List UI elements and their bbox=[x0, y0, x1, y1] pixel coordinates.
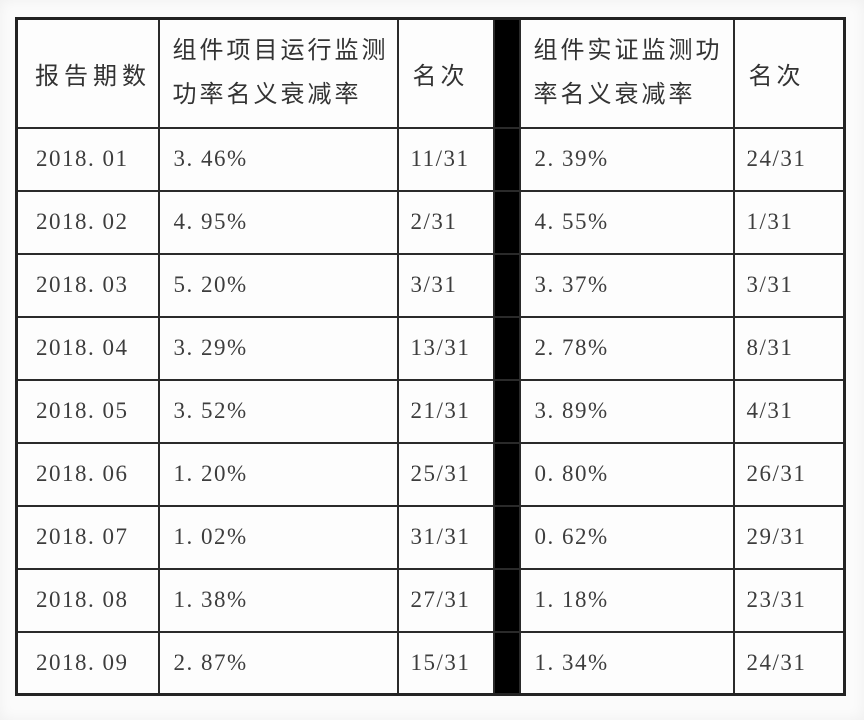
empirical-rate-cell: 1. 34% bbox=[518, 630, 735, 696]
empirical-rate-cell: 0. 80% bbox=[518, 441, 735, 507]
operation-rank-cell: 15/31 bbox=[396, 630, 495, 696]
empirical-rank-cell: 29/31 bbox=[732, 504, 846, 570]
table-row: 2018. 02 4. 95% 2/31 4. 55% 1/31 bbox=[15, 189, 846, 255]
divider-bar bbox=[492, 252, 521, 318]
empirical-rate-cell: 4. 55% bbox=[518, 189, 735, 255]
empirical-rate-cell: 1. 18% bbox=[518, 567, 735, 633]
table-row: 2018. 09 2. 87% 15/31 1. 34% 24/31 bbox=[15, 630, 846, 696]
period-cell: 2018. 01 bbox=[15, 126, 160, 192]
operation-rank-cell: 31/31 bbox=[396, 504, 495, 570]
header-empirical-rate-line1: 组件实证监测功 bbox=[533, 38, 723, 65]
table-row: 2018. 04 3. 29% 13/31 2. 78% 8/31 bbox=[15, 315, 846, 381]
operation-rank-cell: 27/31 bbox=[396, 567, 495, 633]
period-cell: 2018. 03 bbox=[15, 252, 160, 318]
empirical-rank-cell: 8/31 bbox=[732, 315, 846, 381]
header-row: 报告期数 组件项目运行监测 功率名义衰减率 名次 组件实证监测功 率名义衰减率 … bbox=[15, 17, 846, 129]
header-empirical-rate-line2: 率名义衰减率 bbox=[533, 82, 696, 109]
empirical-rank-cell: 1/31 bbox=[732, 189, 846, 255]
period-cell: 2018. 02 bbox=[15, 189, 160, 255]
operation-rate-cell: 4. 95% bbox=[157, 189, 399, 255]
period-cell: 2018. 08 bbox=[15, 567, 160, 633]
empirical-rate-cell: 3. 37% bbox=[518, 252, 735, 318]
empirical-rank-cell: 24/31 bbox=[732, 630, 846, 696]
table-row: 2018. 03 5. 20% 3/31 3. 37% 3/31 bbox=[15, 252, 846, 318]
empirical-rate-cell: 3. 89% bbox=[518, 378, 735, 444]
operation-rank-cell: 13/31 bbox=[396, 315, 495, 381]
divider-bar bbox=[492, 567, 521, 633]
empirical-rank-cell: 26/31 bbox=[732, 441, 846, 507]
header-operation-rate-line1: 组件项目运行监测 bbox=[172, 38, 389, 65]
operation-rate-cell: 1. 38% bbox=[157, 567, 399, 633]
header-rank-right: 名次 bbox=[732, 17, 846, 129]
operation-rate-cell: 1. 02% bbox=[157, 504, 399, 570]
header-operation-rate: 组件项目运行监测 功率名义衰减率 bbox=[157, 17, 399, 129]
operation-rate-cell: 3. 52% bbox=[157, 378, 399, 444]
period-cell: 2018. 05 bbox=[15, 378, 160, 444]
operation-rate-cell: 5. 20% bbox=[157, 252, 399, 318]
operation-rank-cell: 2/31 bbox=[396, 189, 495, 255]
empirical-rank-cell: 23/31 bbox=[732, 567, 846, 633]
table-row: 2018. 07 1. 02% 31/31 0. 62% 29/31 bbox=[15, 504, 846, 570]
empirical-rate-cell: 2. 78% bbox=[518, 315, 735, 381]
divider-bar bbox=[492, 441, 521, 507]
period-cell: 2018. 09 bbox=[15, 630, 160, 696]
divider-bar bbox=[492, 189, 521, 255]
empirical-rank-cell: 3/31 bbox=[732, 252, 846, 318]
period-cell: 2018. 04 bbox=[15, 315, 160, 381]
divider-bar bbox=[492, 504, 521, 570]
table-row: 2018. 06 1. 20% 25/31 0. 80% 26/31 bbox=[15, 441, 846, 507]
operation-rate-cell: 3. 46% bbox=[157, 126, 399, 192]
divider-bar bbox=[492, 126, 521, 192]
divider-bar bbox=[492, 315, 521, 381]
header-empirical-rate: 组件实证监测功 率名义衰减率 bbox=[518, 17, 735, 129]
decay-rate-table: 报告期数 组件项目运行监测 功率名义衰减率 名次 组件实证监测功 率名义衰减率 … bbox=[15, 17, 846, 696]
divider-bar bbox=[492, 17, 521, 129]
period-cell: 2018. 06 bbox=[15, 441, 160, 507]
table-row: 2018. 08 1. 38% 27/31 1. 18% 23/31 bbox=[15, 567, 846, 633]
empirical-rate-cell: 2. 39% bbox=[518, 126, 735, 192]
empirical-rank-cell: 4/31 bbox=[732, 378, 846, 444]
operation-rank-cell: 3/31 bbox=[396, 252, 495, 318]
divider-bar bbox=[492, 630, 521, 696]
operation-rate-cell: 2. 87% bbox=[157, 630, 399, 696]
table-row: 2018. 01 3. 46% 11/31 2. 39% 24/31 bbox=[15, 126, 846, 192]
empirical-rate-cell: 0. 62% bbox=[518, 504, 735, 570]
operation-rank-cell: 11/31 bbox=[396, 126, 495, 192]
period-cell: 2018. 07 bbox=[15, 504, 160, 570]
empirical-rank-cell: 24/31 bbox=[732, 126, 846, 192]
operation-rank-cell: 21/31 bbox=[396, 378, 495, 444]
operation-rate-cell: 1. 20% bbox=[157, 441, 399, 507]
operation-rank-cell: 25/31 bbox=[396, 441, 495, 507]
header-rank-left: 名次 bbox=[396, 17, 495, 129]
divider-bar bbox=[492, 378, 521, 444]
header-operation-rate-line2: 功率名义衰减率 bbox=[172, 82, 362, 109]
operation-rate-cell: 3. 29% bbox=[157, 315, 399, 381]
table-row: 2018. 05 3. 52% 21/31 3. 89% 4/31 bbox=[15, 378, 846, 444]
header-period: 报告期数 bbox=[15, 17, 160, 129]
